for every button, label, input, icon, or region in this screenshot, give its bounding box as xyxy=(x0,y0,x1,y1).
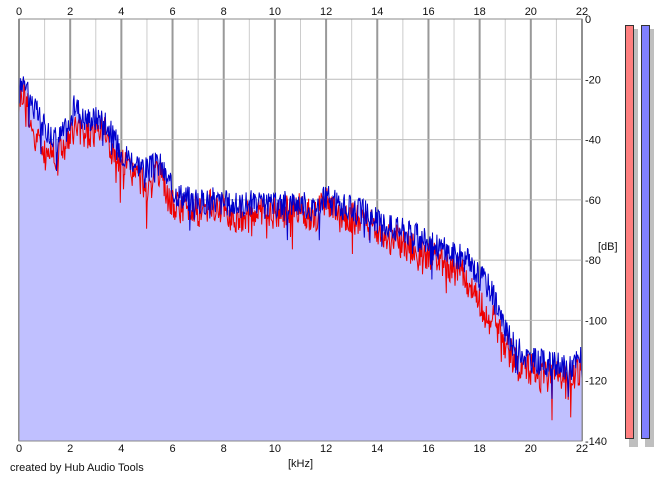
x-tick-label-bottom: 20 xyxy=(525,443,537,455)
y-tick-label: -60 xyxy=(585,195,601,207)
y-tick-label: -120 xyxy=(585,376,607,388)
y-tick-label: -40 xyxy=(585,135,601,147)
x-tick-label-bottom: 2 xyxy=(67,443,73,455)
x-axis-unit-label: [kHz] xyxy=(288,458,313,470)
y-axis-unit-label: [dB] xyxy=(598,241,618,253)
y-tick-label: -80 xyxy=(585,255,601,267)
y-tick-label: -100 xyxy=(585,315,607,327)
x-tick-label-top: 4 xyxy=(118,6,124,18)
x-tick-label-top: 8 xyxy=(221,6,227,18)
x-tick-label-bottom: 14 xyxy=(371,443,383,455)
x-tick-label-bottom: 4 xyxy=(118,443,124,455)
x-tick-label-bottom: 0 xyxy=(16,443,22,455)
x-tick-label-top: 12 xyxy=(320,6,332,18)
y-ticks-right: 0 -20 -40 -60 -80 -100 -120 -140 xyxy=(585,14,607,448)
x-tick-label-bottom: 12 xyxy=(320,443,332,455)
x-tick-label-bottom: 8 xyxy=(221,443,227,455)
x-ticks-bottom: 0 2 4 6 8 10 12 14 16 18 20 22 xyxy=(16,443,588,455)
level-meter-left xyxy=(625,25,634,439)
series-line-0 xyxy=(18,76,583,399)
x-tick-label-bottom: 18 xyxy=(474,443,486,455)
level-meter-right xyxy=(641,25,650,439)
x-tick-label-top: 18 xyxy=(474,6,486,18)
y-tick-label: 0 xyxy=(585,14,591,26)
credit-text: created by Hub Audio Tools xyxy=(10,462,144,474)
x-tick-label-bottom: 22 xyxy=(576,443,588,455)
x-tick-label-bottom: 6 xyxy=(169,443,175,455)
x-tick-label-top: 22 xyxy=(576,6,588,18)
x-tick-label-top: 16 xyxy=(422,6,434,18)
x-tick-label-top: 14 xyxy=(371,6,383,18)
plot-border xyxy=(18,18,583,442)
x-tick-label-top: 2 xyxy=(67,6,73,18)
series-layer xyxy=(18,76,583,421)
x-tick-label-top: 6 xyxy=(169,6,175,18)
x-tick-label-top: 10 xyxy=(269,6,281,18)
y-tick-label: -140 xyxy=(585,436,607,448)
y-tick-label: -20 xyxy=(585,74,601,86)
x-ticks-top: 0 2 4 6 8 10 12 14 16 18 20 22 xyxy=(16,6,588,18)
x-tick-label-top: 20 xyxy=(525,6,537,18)
x-tick-label-top: 0 xyxy=(16,6,22,18)
spectrum-fill-area xyxy=(19,76,582,442)
x-tick-label-bottom: 10 xyxy=(269,443,281,455)
x-tick-label-bottom: 16 xyxy=(422,443,434,455)
spectrum-area xyxy=(19,76,582,442)
